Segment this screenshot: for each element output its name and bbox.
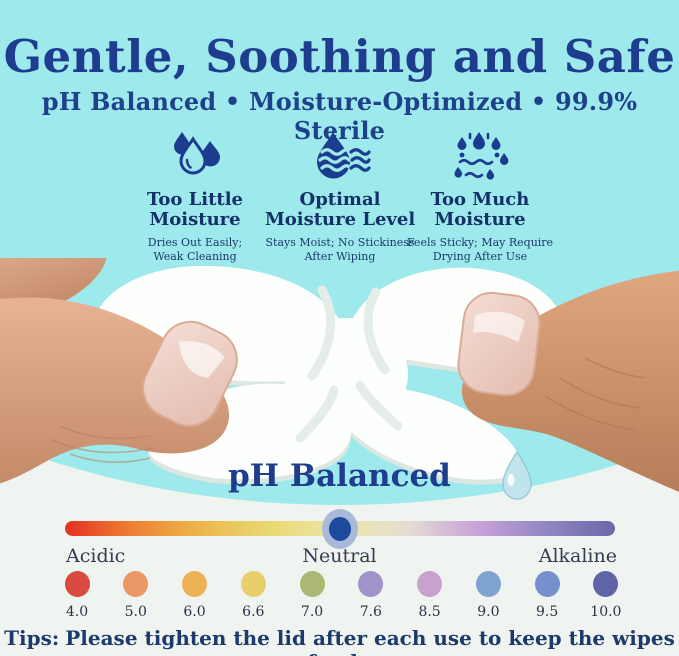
ph-dot-value: 5.0 [124,604,147,620]
feature-title: Too Little Moisture [146,189,244,231]
ph-dot: 6.6 [232,571,274,620]
ph-dot-swatch [123,571,149,597]
ph-dot-value: 7.0 [300,604,324,620]
feature-title: Too Much Moisture [430,189,530,231]
feature-description: Feels Sticky; May Require Drying After U… [406,236,554,264]
tips-line: Tips: Please tighten the lid after each u… [0,626,679,656]
feature-optimal-moisture: Optimal Moisture Level Stays Moist; No S… [255,128,425,264]
ph-dot-value: 9.5 [535,604,559,620]
ph-section-heading: pH Balanced [228,458,451,494]
scale-label-neutral: Neutral [302,545,377,567]
hands-twisting-wipe-photo [0,220,679,508]
ph-dot-value: 8.5 [418,604,441,620]
ph-dot: 7.6 [350,571,392,620]
feature-description: Stays Moist; No Stickiness After Wiping [265,236,415,264]
scale-label-alkaline: Alkaline [538,545,617,567]
ph-dot-value: 6.6 [242,604,265,620]
left-thumbnail [142,320,238,427]
left-hand [0,220,238,484]
ph-dot-swatch [64,571,90,597]
ph-dot: 5.0 [115,571,157,620]
ph-dot-swatch [593,571,619,597]
ph-dot-swatch [534,571,560,597]
ph-dot-value: 4.0 [65,604,89,620]
tips-label: Tips: [4,626,60,650]
feature-title: Optimal Moisture Level [264,189,416,231]
right-thumbnail [457,291,541,397]
ph-dot-value: 6.0 [183,604,206,620]
ph-dot: 4.0 [56,571,98,620]
ph-dot-swatch [417,571,443,597]
ph-dot: 7.0 [291,571,333,620]
scale-label-acidic: Acidic [66,545,126,567]
feature-too-much-moisture: Too Much Moisture Feels Sticky; May Requ… [395,128,565,264]
wipe-folds [295,285,403,443]
feature-too-little-moisture: Too Little Moisture Dries Out Easily; We… [110,128,280,264]
ph-dot-swatch [299,571,325,597]
page-subtitle: pH Balanced • Moisture-Optimized • 99.9%… [41,87,638,145]
ph-dot-value: 9.0 [477,604,500,620]
ph-dot: 9.0 [467,571,509,620]
ph-dot-swatch [240,571,266,597]
right-hand [457,270,679,492]
ph-dot: 9.5 [526,571,568,620]
ph-dot: 8.5 [409,571,451,620]
ph-dot: 6.0 [174,571,216,620]
tips-text: Please tighten the lid after each use to… [65,626,675,656]
page-title: Gentle, Soothing and Safe [3,30,676,83]
low-moisture-droplet-icon [110,128,280,186]
ph-dot-swatch [475,571,501,597]
ph-dot-value: 7.6 [359,604,382,620]
feature-description: Dries Out Easily; Weak Cleaning [147,236,243,264]
ph-dot-swatch [182,571,208,597]
ph-dot-swatch [358,571,384,597]
ph-neutral-marker-dot [329,517,351,541]
high-moisture-droplets-icon [395,128,565,186]
ph-value-dots: 4.0 5.0 6.0 6.6 7.0 7.6 8.5 9.0 9.5 10.0 [56,571,627,620]
ph-dot-value: 10.0 [590,604,622,620]
ph-dot: 10.0 [585,571,627,620]
water-drip-icon [502,450,532,500]
optimal-moisture-droplet-icon [255,128,425,186]
